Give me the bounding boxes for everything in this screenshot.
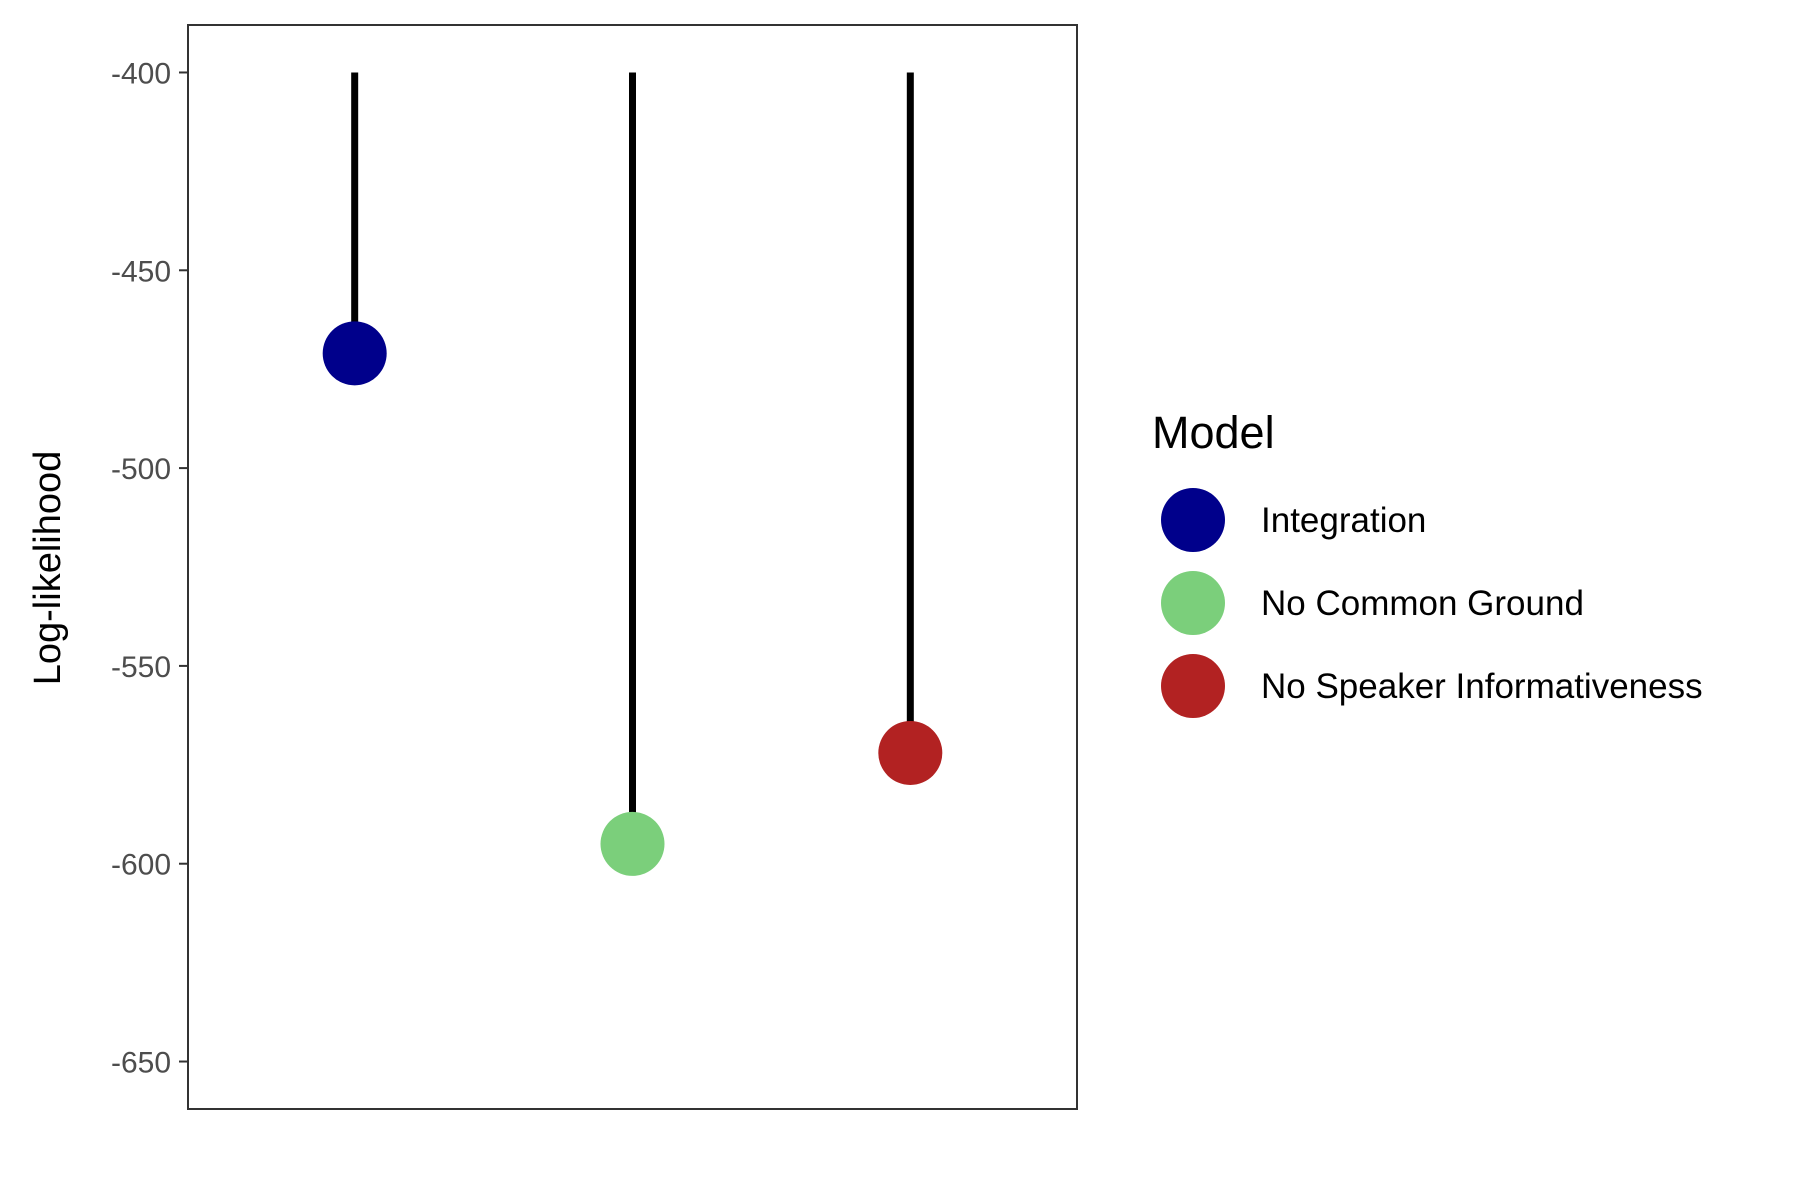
y-tick-label: -650: [111, 1047, 171, 1080]
y-tick-label: -600: [111, 849, 171, 882]
lollipop-point: [600, 811, 665, 876]
legend-key: [1161, 654, 1225, 718]
legend-key: [1161, 488, 1225, 552]
plot-panel-border: [187, 24, 1078, 1110]
y-tick-label: -450: [111, 255, 171, 288]
legend-title: Model: [1152, 407, 1275, 458]
y-axis-title: Log-likelihood: [27, 451, 69, 686]
y-axis: -400 -450 -500 -550 -600 -650: [111, 57, 188, 1080]
y-tick-label: -550: [111, 651, 171, 684]
lollipop-point: [322, 321, 387, 386]
legend-label: No Common Ground: [1261, 584, 1584, 623]
legend-label: Integration: [1261, 501, 1426, 540]
lollipop-point: [878, 720, 943, 785]
legend-label: No Speaker Informativeness: [1261, 667, 1703, 706]
legend: Model Integration No Common Ground No Spea…: [1152, 407, 1703, 718]
y-tick-label: -400: [111, 57, 171, 90]
legend-key: [1161, 571, 1225, 635]
y-tick-label: -500: [111, 453, 171, 486]
legend-items: Integration No Common Ground No Speaker In…: [1161, 488, 1703, 718]
plot-marks: [322, 72, 943, 876]
